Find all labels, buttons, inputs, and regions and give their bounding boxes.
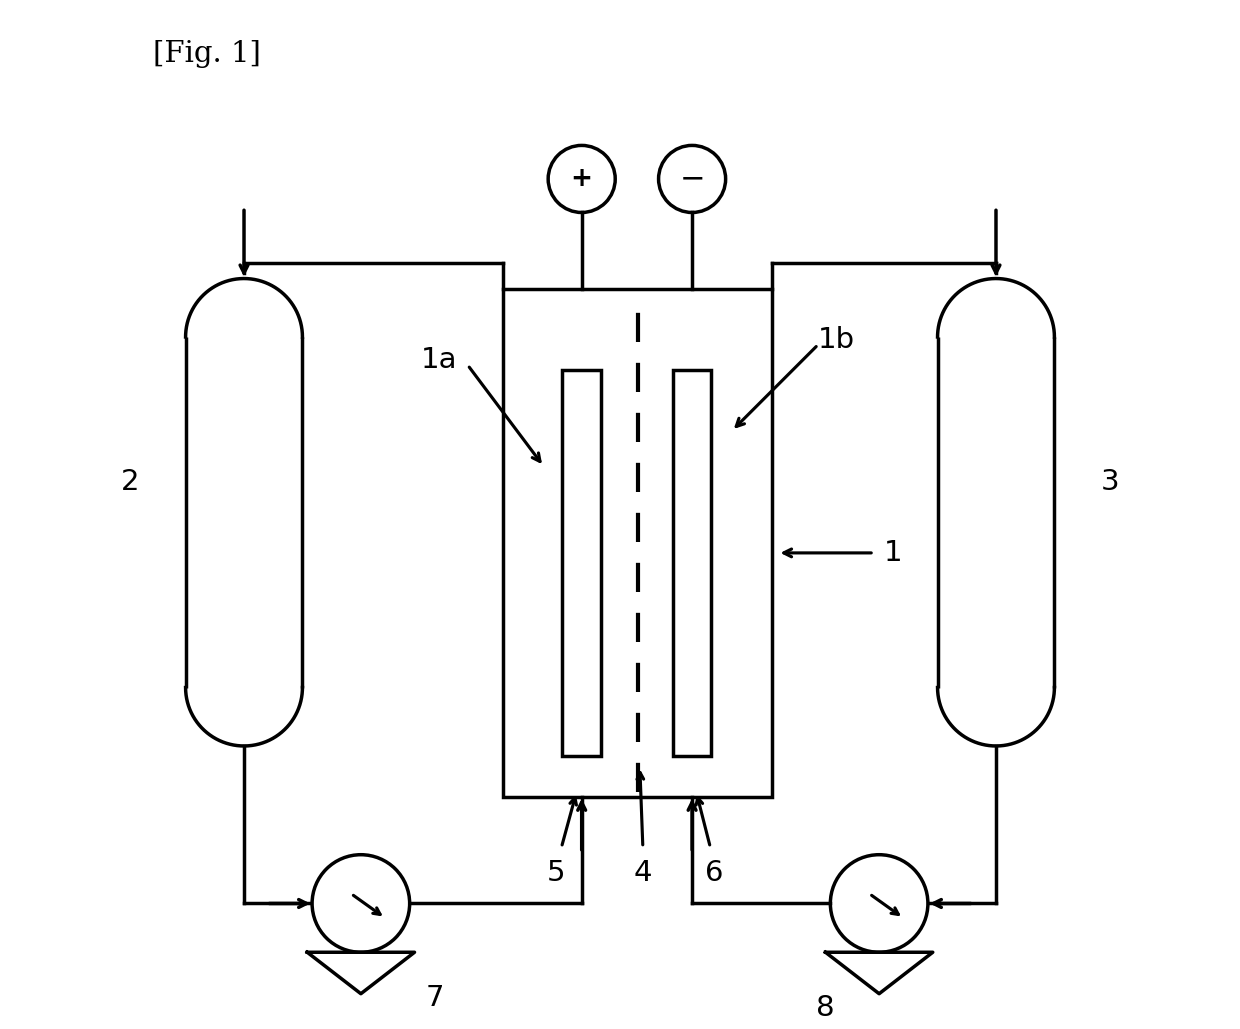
Bar xyxy=(503,289,773,796)
Text: 4: 4 xyxy=(634,859,652,887)
Text: [Fig. 1]: [Fig. 1] xyxy=(153,40,260,68)
Text: 2: 2 xyxy=(120,468,139,496)
Text: 5: 5 xyxy=(547,859,565,887)
Text: −: − xyxy=(680,165,704,193)
Text: 1b: 1b xyxy=(818,325,856,354)
Bar xyxy=(673,370,712,756)
Text: 6: 6 xyxy=(706,859,724,887)
Text: 7: 7 xyxy=(425,984,444,1012)
Text: 3: 3 xyxy=(1101,468,1120,496)
Text: 1: 1 xyxy=(884,539,903,567)
Text: +: + xyxy=(570,166,593,192)
Text: 8: 8 xyxy=(816,994,835,1022)
Bar xyxy=(563,370,601,756)
Text: 1a: 1a xyxy=(420,346,458,374)
